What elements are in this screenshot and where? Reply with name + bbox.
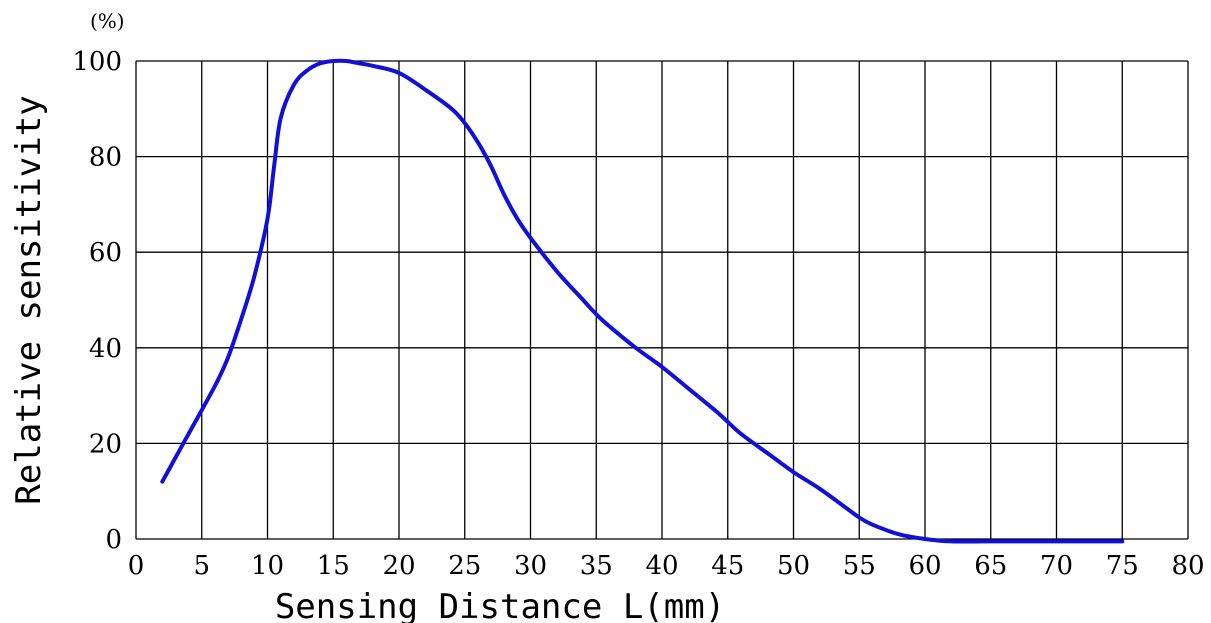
x-tick-label: 60 [908,551,941,581]
grid [135,60,1189,540]
y-axis-title: Relative sensitivity [9,95,49,504]
x-tick-label: 50 [777,551,810,581]
y-tick-label: 80 [89,143,122,173]
x-tick-label: 15 [317,551,350,581]
y-tick-label: 40 [89,334,122,364]
x-tick-label: 65 [974,551,1007,581]
x-tick-label: 30 [514,551,547,581]
y-tick-label: 60 [89,238,122,268]
x-tick-label: 20 [382,551,415,581]
y-tick-label: 0 [105,525,122,555]
x-tick-label: 45 [711,551,744,581]
y-axis-ticks: 0 20 40 60 80 100 [72,47,122,555]
y-unit-label: (%) [90,9,125,33]
x-tick-label: 80 [1171,551,1204,581]
x-tick-label: 5 [193,551,210,581]
y-tick-label: 100 [72,47,122,77]
x-tick-label: 55 [843,551,876,581]
x-tick-label: 75 [1106,551,1139,581]
x-tick-label: 35 [580,551,613,581]
sensitivity-curve [160,58,1125,544]
x-tick-label: 10 [251,551,284,581]
x-tick-label: 25 [448,551,481,581]
x-tick-label: 70 [1040,551,1073,581]
x-axis-title: Sensing Distance L(mm) [275,587,725,623]
x-tick-label: 0 [128,551,145,581]
y-tick-label: 20 [89,429,122,459]
x-axis-ticks: 0 5 10 15 20 25 30 35 40 45 50 55 60 65 70 75 80 [128,551,1205,581]
x-tick-label: 40 [645,551,678,581]
